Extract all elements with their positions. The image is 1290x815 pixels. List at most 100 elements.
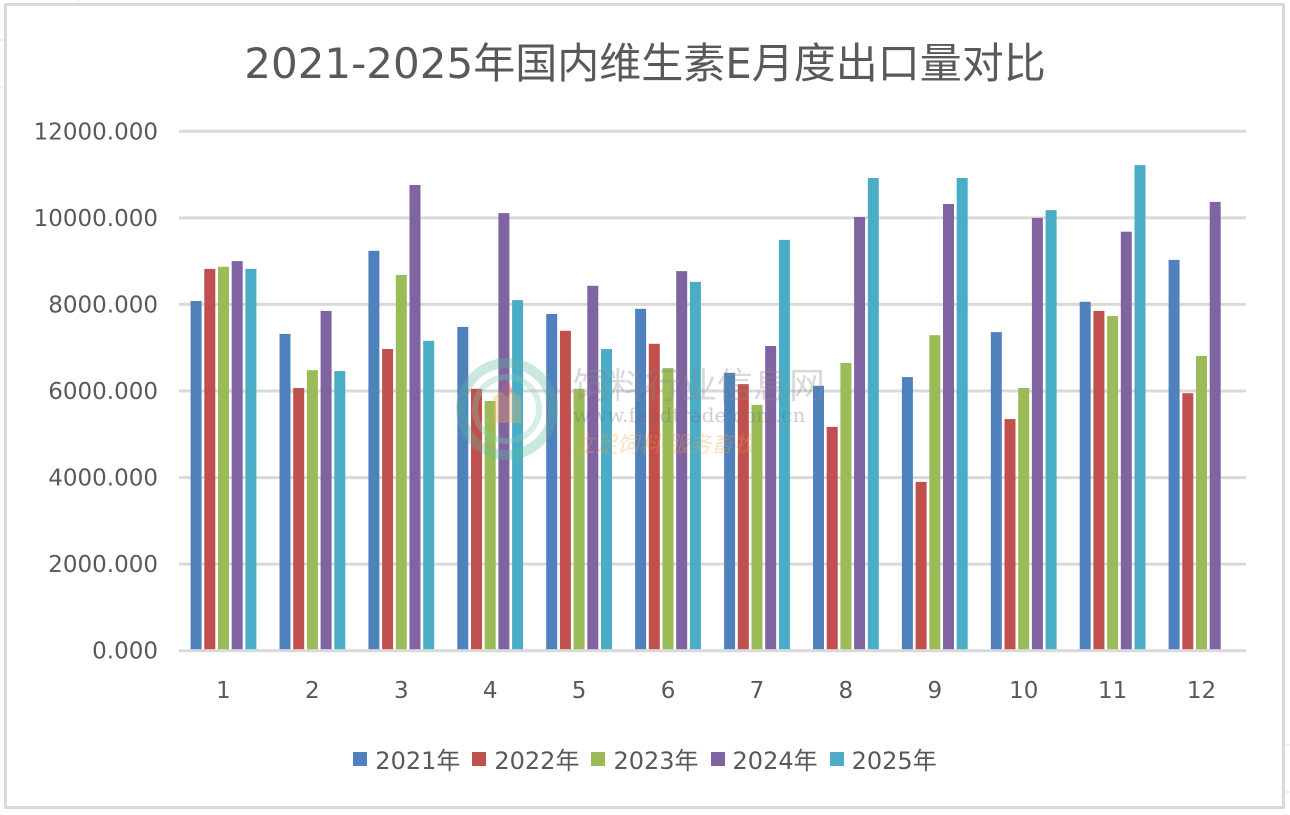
x-tick-label: 8 [839,678,854,704]
bar-2023年-4[interactable] [484,401,496,650]
x-tick-label: 10 [1009,678,1038,704]
bar-2022年-4[interactable] [471,388,482,650]
bar-2025年-8[interactable] [867,178,879,650]
bar-2024年-5[interactable] [587,285,599,650]
bar-2021年-6[interactable] [635,308,647,650]
y-tick-label: 10000.000 [34,206,158,232]
bar-2022年-5[interactable] [559,330,571,650]
bar-2023年-8[interactable] [840,362,852,650]
legend-swatch-icon [591,751,606,766]
bar-2021年-11[interactable] [1079,301,1091,650]
bar-2025年-2[interactable] [334,371,346,650]
bar-2022年-6[interactable] [648,343,660,650]
bar-2023年-7[interactable] [751,404,763,650]
legend-swatch-icon [472,751,487,766]
y-tick-label: 8000.000 [48,292,158,318]
legend-label: 2025年 [851,747,937,775]
bar-2021年-12[interactable] [1168,259,1180,650]
x-tick-label: 4 [483,678,498,704]
bar-2024年-4[interactable] [498,213,510,650]
bar-2023年-2[interactable] [306,370,318,650]
bar-2025年-1[interactable] [245,268,257,650]
x-tick-label: 9 [927,678,942,704]
legend-swatch-icon [710,751,725,766]
bar-2023年-11[interactable] [1107,316,1119,650]
y-tick-label: 0.000 [92,639,158,665]
bar-2023年-6[interactable] [662,368,674,650]
bar-2021年-10[interactable] [990,332,1002,650]
bar-2023年-9[interactable] [929,335,941,650]
bar-2022年-12[interactable] [1182,393,1194,650]
bar-2021年-2[interactable] [279,333,291,650]
x-tick-label: 12 [1187,678,1216,704]
bar-2021年-3[interactable] [368,250,380,650]
bar-2024年-1[interactable] [231,261,243,650]
bar-2022年-11[interactable] [1093,310,1105,650]
y-axis-tick-labels: 0.000 2000.000 4000.000 6000.000 8000.000 100… [34,119,158,664]
x-tick-label: 7 [750,678,765,704]
bar-2024年-9[interactable] [943,204,954,650]
legend-label: 2021年 [375,747,461,775]
bar-2023年-1[interactable] [218,266,229,650]
bar-2022年-3[interactable] [382,349,394,650]
bar-2024年-8[interactable] [854,217,866,650]
legend-swatch-icon [353,751,368,766]
bar-2022年-10[interactable] [1004,419,1016,650]
legend-swatch-icon [829,751,844,766]
bar-2021年-7[interactable] [724,372,736,650]
bar-2021年-1[interactable] [190,301,202,650]
bar-2023年-10[interactable] [1018,388,1030,650]
bar-2021年-8[interactable] [813,385,824,650]
x-tick-label: 3 [394,678,409,704]
y-tick-label: 12000.000 [34,119,158,145]
bar-2024年-6[interactable] [676,271,688,650]
gridlines [179,129,1246,653]
bar-2025年-4[interactable] [512,300,524,650]
chart-title: 2021-2025年国内维生素E月度出口量对比 [244,39,1046,88]
legend-item[interactable]: 2021年 [353,741,460,776]
bar-2021年-5[interactable] [546,314,558,650]
x-tick-label: 2 [305,678,320,704]
bar-2025年-7[interactable] [778,239,790,650]
bar-2022年-2[interactable] [293,388,305,650]
bars [190,165,1221,650]
legend: 2021年 2022年 2023年 2024年 2025年 [0,741,1290,776]
bar-2021年-9[interactable] [901,377,913,650]
bar-2024年-10[interactable] [1031,217,1043,650]
bar-2021年-4[interactable] [457,326,469,650]
legend-item[interactable]: 2022年 [472,741,579,776]
bar-2024年-3[interactable] [409,185,421,650]
x-tick-label: 1 [216,678,231,704]
legend-item[interactable]: 2023年 [591,741,699,776]
x-tick-label: 5 [572,678,587,704]
bar-2025年-10[interactable] [1045,210,1057,650]
bar-2023年-3[interactable] [395,275,407,650]
bar-2024年-11[interactable] [1120,231,1132,650]
x-tick-label: 11 [1098,678,1127,704]
bar-2022年-9[interactable] [915,481,927,650]
x-axis-tick-labels: 1 2 3 4 5 6 7 8 9 10 11 12 [216,678,1216,704]
legend-label: 2024年 [732,747,818,775]
bar-2022年-8[interactable] [826,426,838,650]
bar-2025年-5[interactable] [601,349,612,650]
bar-2023年-12[interactable] [1196,355,1207,650]
y-tick-label: 4000.000 [48,466,158,492]
bar-2024年-12[interactable] [1209,201,1221,650]
bar-2025年-3[interactable] [423,340,435,650]
bar-2024年-7[interactable] [765,346,777,650]
bar-2025年-11[interactable] [1134,165,1146,650]
y-tick-label: 2000.000 [48,552,158,578]
bar-2025年-9[interactable] [956,178,968,650]
bar-2022年-7[interactable] [737,384,749,650]
bar-2025年-6[interactable] [689,281,701,650]
bar-2023年-5[interactable] [573,388,585,650]
bar-2024年-2[interactable] [320,310,332,650]
y-tick-label: 6000.000 [48,379,158,405]
legend-item[interactable]: 2025年 [829,741,937,776]
legend-item[interactable]: 2024年 [710,741,818,776]
bar-2022年-1[interactable] [204,268,216,650]
x-tick-label: 6 [661,678,676,704]
legend-label: 2022年 [494,747,580,775]
